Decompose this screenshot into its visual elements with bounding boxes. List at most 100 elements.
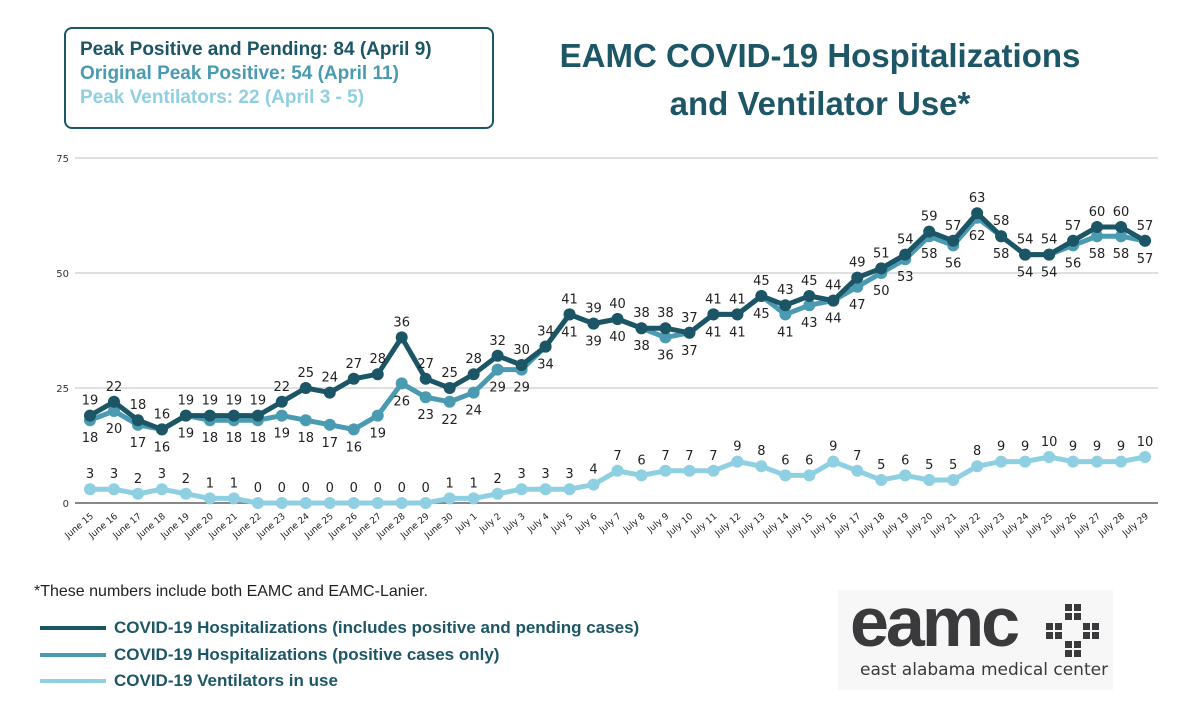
data-point xyxy=(851,464,864,477)
data-label: 58 xyxy=(993,214,1010,229)
data-point xyxy=(395,497,408,509)
footnote: *These numbers include both EAMC and EAM… xyxy=(34,583,428,600)
data-label: 0 xyxy=(326,481,334,496)
data-label: 54 xyxy=(897,233,914,248)
x-tick-label: July 17 xyxy=(833,512,864,540)
title-line-1: EAMC COVID-19 Hospitalizations xyxy=(559,37,1081,74)
data-label: 57 xyxy=(1137,219,1154,234)
x-tick-label: July 6 xyxy=(573,511,599,535)
data-label: 22 xyxy=(274,380,291,395)
data-point xyxy=(515,359,528,371)
x-tick-label: July 10 xyxy=(665,511,696,539)
data-label: 60 xyxy=(1113,205,1130,220)
data-point xyxy=(755,290,768,302)
data-point xyxy=(347,372,360,385)
data-label: 16 xyxy=(345,440,362,455)
logo-subtitle: east alabama medical center xyxy=(860,660,1109,680)
data-label: 18 xyxy=(130,398,147,413)
data-point xyxy=(971,207,984,220)
data-label: 0 xyxy=(350,481,358,496)
data-point xyxy=(563,308,576,321)
data-point xyxy=(131,414,144,427)
data-point xyxy=(107,395,120,408)
data-label: 30 xyxy=(513,343,530,358)
data-label: 19 xyxy=(178,427,195,442)
x-tick-label: July 25 xyxy=(1024,512,1055,540)
data-label: 19 xyxy=(250,394,267,409)
data-point xyxy=(275,497,288,509)
data-label: 18 xyxy=(298,431,315,446)
data-label: 23 xyxy=(417,408,434,423)
peak-ventilators: Peak Ventilators: 22 (April 3 - 5) xyxy=(80,87,365,108)
data-point xyxy=(947,474,960,486)
data-point xyxy=(635,469,648,482)
data-label: 28 xyxy=(465,352,482,367)
data-label: 34 xyxy=(537,358,554,373)
legend-label: COVID-19 Ventilators in use xyxy=(114,671,338,690)
data-point xyxy=(1067,455,1080,468)
data-label: 3 xyxy=(110,467,118,482)
data-point xyxy=(659,464,672,477)
data-label: 18 xyxy=(226,431,243,446)
data-label: 62 xyxy=(969,229,986,244)
data-label: 5 xyxy=(949,458,957,473)
data-point xyxy=(1043,248,1056,261)
data-point xyxy=(323,418,336,431)
data-point xyxy=(227,492,240,505)
data-label: 57 xyxy=(1065,219,1082,234)
data-label: 41 xyxy=(729,292,746,307)
x-tick-label: July 27 xyxy=(1072,512,1103,540)
data-point xyxy=(299,382,312,394)
data-point xyxy=(275,409,288,422)
x-tick-label: July 5 xyxy=(549,512,575,536)
data-label: 40 xyxy=(609,297,626,312)
data-point xyxy=(971,460,984,473)
data-point xyxy=(779,308,792,321)
data-label: 9 xyxy=(1069,440,1077,455)
data-label: 6 xyxy=(901,453,909,468)
data-label: 6 xyxy=(781,453,789,468)
data-label: 41 xyxy=(705,292,722,307)
data-point xyxy=(107,483,120,496)
legend-item-positive: COVID-19 Hospitalizations (positive case… xyxy=(40,645,499,665)
x-tick-label: July 11 xyxy=(689,512,720,540)
data-label: 6 xyxy=(805,453,813,468)
data-label: 53 xyxy=(897,270,914,285)
data-label: 5 xyxy=(925,458,933,473)
data-point xyxy=(539,340,552,353)
data-point xyxy=(1019,248,1032,261)
data-label: 41 xyxy=(729,325,746,340)
data-label: 16 xyxy=(154,407,171,422)
data-point xyxy=(731,455,744,468)
data-point xyxy=(443,492,456,505)
data-point xyxy=(779,299,792,312)
data-label: 63 xyxy=(969,191,986,206)
data-label: 2 xyxy=(134,472,142,487)
data-label: 59 xyxy=(921,210,938,225)
data-point xyxy=(155,483,168,496)
data-label: 16 xyxy=(154,440,171,455)
data-label: 18 xyxy=(250,431,267,446)
x-tick-label: July 19 xyxy=(881,511,912,539)
data-point xyxy=(851,271,864,284)
data-point xyxy=(803,469,816,482)
data-label: 0 xyxy=(422,481,430,496)
data-label: 54 xyxy=(1041,266,1058,281)
y-tick-label: 0 xyxy=(63,499,69,510)
data-point xyxy=(1091,221,1104,233)
legend-label: COVID-19 Hospitalizations (includes posi… xyxy=(114,618,640,637)
data-label: 60 xyxy=(1089,205,1106,220)
data-label: 43 xyxy=(777,283,794,298)
data-point xyxy=(467,492,480,505)
data-point xyxy=(371,497,384,509)
data-label: 6 xyxy=(637,453,645,468)
data-label: 1 xyxy=(230,476,238,491)
data-point xyxy=(587,317,600,330)
x-tick-label: July 1 xyxy=(453,512,479,536)
data-label: 58 xyxy=(1113,247,1130,262)
x-tick-label: July 7 xyxy=(597,512,623,536)
data-label: 25 xyxy=(298,366,315,381)
x-tick-label: July 13 xyxy=(737,512,768,540)
x-tick-label: July 28 xyxy=(1096,511,1127,539)
data-label: 29 xyxy=(513,381,530,396)
